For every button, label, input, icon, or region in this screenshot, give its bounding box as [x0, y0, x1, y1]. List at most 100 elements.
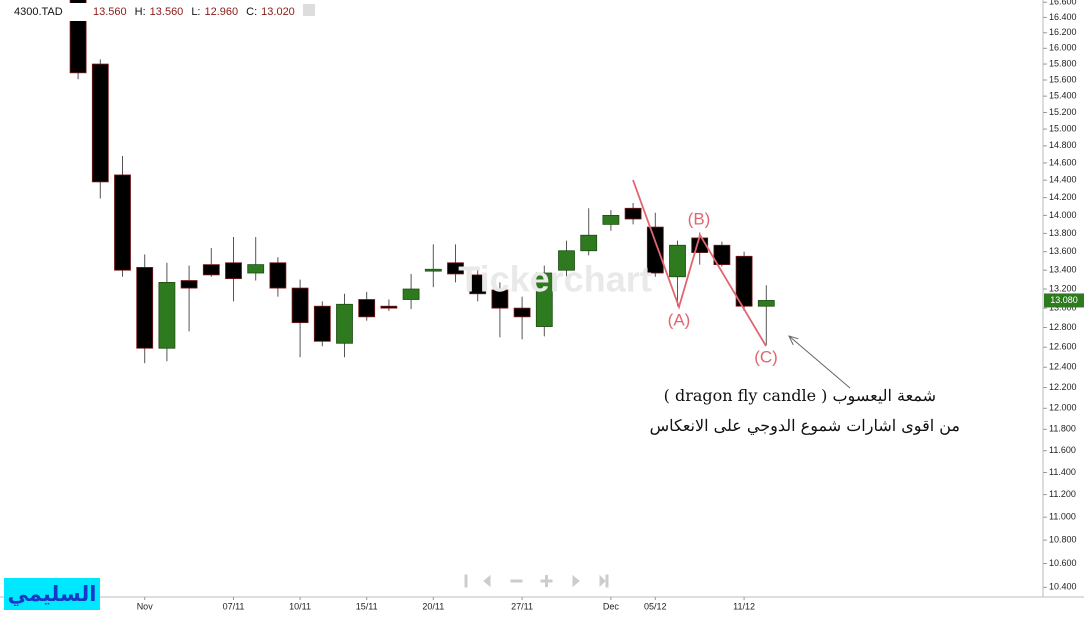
nav-icon[interactable]	[464, 574, 468, 588]
note-line: من اقوى اشارات شموع الدوجي على الانعكاس	[649, 416, 960, 435]
y-tick-label: 11.200	[1049, 489, 1076, 499]
candle-body	[624, 207, 642, 220]
ohlc-label: L:	[191, 6, 200, 18]
candle-body	[580, 234, 598, 252]
ohlc-value: 13.560	[93, 6, 127, 18]
candle-body	[180, 280, 198, 289]
x-tick-label: Dec	[603, 601, 620, 611]
nav-icon[interactable]	[545, 575, 548, 587]
x-tick-label: 15/11	[356, 601, 378, 611]
candle-body	[380, 305, 398, 309]
y-tick-label: 13.400	[1049, 265, 1077, 275]
candle-body	[669, 244, 686, 278]
y-tick-label: 10.400	[1049, 582, 1077, 592]
wave-label: (B)	[688, 209, 711, 228]
y-tick-label: 13.000	[1049, 303, 1077, 313]
x-tick-label: 27/11	[511, 601, 533, 611]
ohlc: 13.560 H: 13.560 L: 12.960 C: 13.020	[93, 6, 295, 18]
candle-body	[402, 288, 420, 300]
y-tick-label: 12.600	[1049, 342, 1077, 352]
header-bg	[4, 3, 312, 21]
ohlc-label: C:	[246, 6, 257, 18]
candle-body	[491, 289, 509, 309]
y-tick-label: 11.800	[1049, 424, 1076, 434]
arrow	[789, 336, 851, 389]
y-tick-label: 13.200	[1049, 283, 1077, 293]
y-tick-label: 13.600	[1049, 246, 1077, 256]
candle-body	[136, 267, 154, 349]
candles	[69, 0, 775, 364]
y-tick-label: 15.400	[1049, 91, 1077, 101]
header-button[interactable]	[303, 4, 315, 16]
y-tick-label: 11.000	[1049, 512, 1076, 522]
y-tick-label: 16.400	[1049, 12, 1077, 22]
candle-body	[602, 215, 620, 225]
y-tick-label: 10.800	[1049, 534, 1077, 544]
x-tick-label: 07/11	[223, 601, 245, 611]
watermark: Tickerchart	[458, 259, 651, 300]
candle-body	[158, 282, 176, 349]
y-tick-label: 15.600	[1049, 74, 1077, 84]
ohlc-value: 12.960	[205, 6, 239, 18]
candle-body	[513, 307, 531, 318]
x-tick-label: 11/12	[733, 601, 755, 611]
y-tick-label: 14.800	[1049, 140, 1077, 150]
y-tick-label: 12.800	[1049, 322, 1077, 332]
y-tick-label: 11.600	[1049, 445, 1076, 455]
nav-icon[interactable]	[483, 574, 491, 588]
candle-body	[735, 255, 753, 307]
nav-icon[interactable]	[599, 574, 606, 588]
candle-body	[358, 299, 376, 318]
candle-body	[202, 264, 220, 276]
nav-icon[interactable]	[572, 574, 580, 588]
wave-label: (C)	[754, 347, 778, 366]
symbol: 4300.TAD	[14, 6, 63, 18]
nav-icon[interactable]	[605, 574, 609, 588]
x-tick-label: Nov	[137, 601, 154, 611]
ohlc-value: 13.020	[261, 6, 295, 18]
candle-body	[447, 262, 464, 275]
y-tick-label: 16.600	[1049, 0, 1077, 7]
y-tick-label: 15.200	[1049, 107, 1077, 117]
y-tick-label: 11.400	[1049, 467, 1076, 477]
y-tick-label: 10.600	[1049, 558, 1077, 568]
y-tick-label: 13.800	[1049, 228, 1077, 238]
candle-body	[291, 287, 309, 324]
candle-body	[114, 174, 131, 271]
y-tick-label: 12.200	[1049, 382, 1077, 392]
x-tick-label: 05/12	[644, 601, 667, 611]
x-tick-label: 10/11	[289, 601, 311, 611]
y-tick-label: 12.000	[1049, 403, 1077, 413]
y-tick-label: 15.800	[1049, 58, 1077, 68]
y-tick-label: 16.000	[1049, 43, 1077, 53]
signature: السليمي	[4, 578, 100, 610]
y-tick-label: 14.600	[1049, 157, 1077, 167]
candle-body	[424, 268, 442, 272]
wave-line	[632, 179, 767, 347]
x-tick-label: 20/11	[422, 601, 444, 611]
candle-body	[225, 262, 242, 280]
wave-label: (A)	[668, 310, 691, 329]
last-price-label: 13.080	[1050, 295, 1078, 305]
y-tick-label: 12.400	[1049, 362, 1077, 372]
candle-body	[558, 250, 575, 271]
ohlc-value: 13.560	[150, 6, 184, 18]
candle-body	[535, 272, 553, 327]
candle-body	[91, 63, 109, 183]
candle-body	[313, 305, 331, 342]
ohlc-label: H:	[135, 6, 146, 18]
last-price-box	[1044, 293, 1084, 308]
nav-icon[interactable]	[510, 579, 523, 583]
candle-body	[469, 274, 487, 295]
candle-body	[646, 226, 664, 274]
y-tick-label: 14.000	[1049, 210, 1077, 220]
candle-body	[336, 303, 353, 344]
nav	[464, 574, 609, 588]
candle-body	[757, 300, 775, 307]
y-tick-label: 14.400	[1049, 175, 1077, 185]
y-tick-label: 15.000	[1049, 123, 1077, 133]
candle-body	[713, 244, 731, 266]
